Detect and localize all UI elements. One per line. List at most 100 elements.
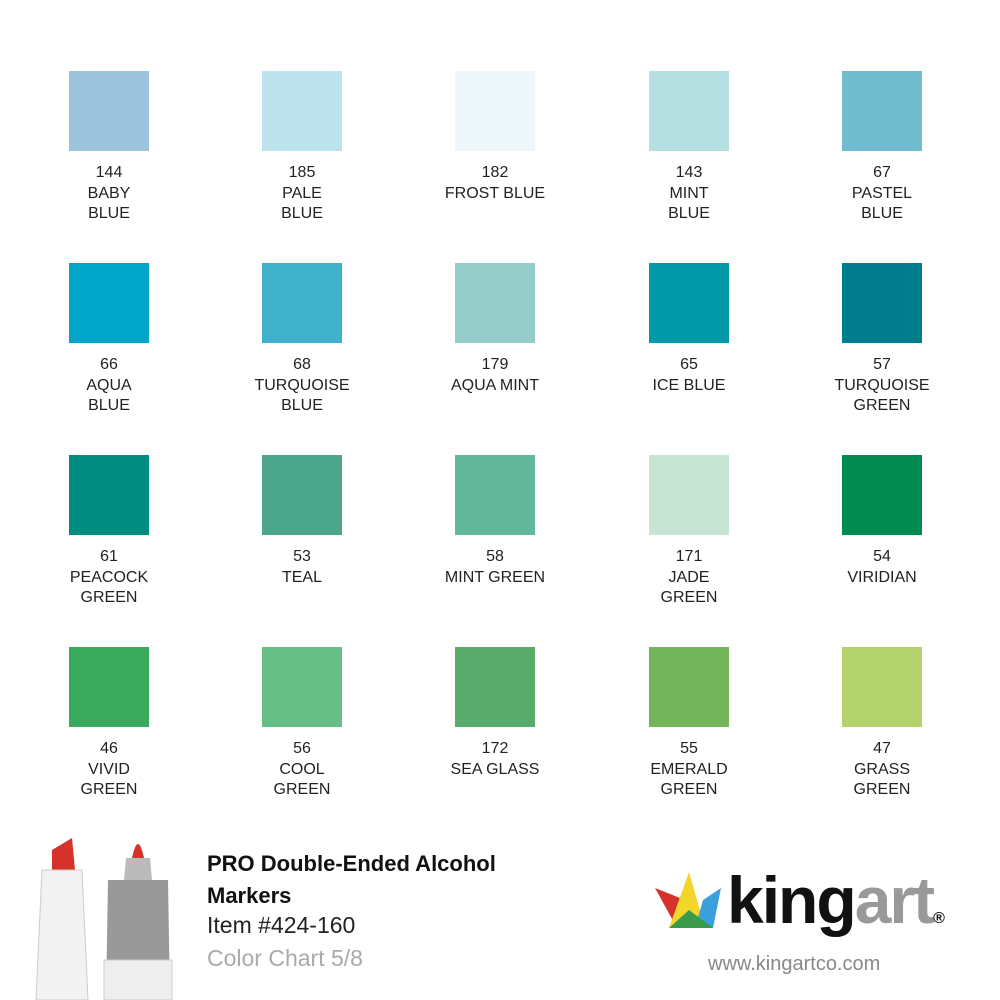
- color-name: VIRIDIAN: [847, 568, 917, 586]
- color-name: AQUA MINT: [450, 376, 539, 394]
- color-name: PALE: [282, 184, 322, 202]
- logo-art: art: [854, 863, 935, 937]
- swatch-label: 54 VIRIDIAN: [802, 547, 962, 588]
- color-code: 185: [288, 164, 316, 181]
- logo: kingart®: [727, 862, 945, 938]
- swatch-label: 143 MINT BLUE: [609, 163, 769, 225]
- color-name: JADE: [668, 568, 710, 586]
- color-swatch: [69, 263, 149, 343]
- color-name: GREEN: [273, 781, 331, 798]
- marker-illustration: [35, 838, 173, 1000]
- color-name: FROST BLUE: [444, 184, 546, 202]
- color-swatch: [649, 647, 729, 727]
- product-title: PRO Double-Ended Alcohol Markers: [207, 851, 496, 908]
- color-swatch: [649, 263, 729, 343]
- color-swatch: [69, 647, 149, 727]
- color-code: 66: [100, 356, 118, 373]
- color-swatch: [649, 71, 729, 151]
- item-number: Item #424-160: [207, 912, 356, 938]
- color-code: 68: [293, 356, 311, 373]
- color-code: 65: [680, 356, 698, 373]
- swatch-label: 179 AQUA MINT: [415, 355, 575, 396]
- logo-king: king: [727, 863, 857, 937]
- swatch-label: 67 PASTEL BLUE: [802, 163, 962, 225]
- color-swatch: [649, 455, 729, 535]
- color-name: MINT GREEN: [444, 568, 546, 586]
- swatch-label: 61 PEACOCK GREEN: [29, 547, 189, 609]
- color-swatch: [262, 263, 342, 343]
- color-swatch: [842, 263, 922, 343]
- color-name: GREEN: [660, 589, 718, 606]
- color-swatch: [262, 455, 342, 535]
- color-swatch: [455, 263, 535, 343]
- color-code: 67: [873, 164, 891, 181]
- swatch-label: 53 TEAL: [222, 547, 382, 588]
- color-swatch: [69, 455, 149, 535]
- color-name: GREEN: [80, 589, 138, 606]
- chart-page: Color Chart 5/8: [207, 945, 363, 971]
- website: www.kingartco.com: [708, 953, 881, 975]
- color-code: 182: [481, 164, 509, 181]
- color-code: 47: [873, 740, 891, 757]
- color-swatch: [842, 71, 922, 151]
- color-name: TURQUOISE: [254, 376, 350, 394]
- color-name: TEAL: [281, 568, 322, 586]
- color-name: BLUE: [861, 205, 903, 222]
- color-name: BLUE: [668, 205, 710, 222]
- color-code: 55: [680, 740, 698, 757]
- color-name: BLUE: [88, 397, 130, 414]
- color-name: GRASS: [853, 760, 910, 778]
- logo-icon: [655, 872, 721, 928]
- swatch-label: 46 VIVID GREEN: [29, 739, 189, 801]
- swatch-label: 66 AQUA BLUE: [29, 355, 189, 417]
- color-name: GREEN: [853, 397, 911, 414]
- color-name: ICE BLUE: [652, 376, 726, 394]
- color-code: 46: [100, 740, 118, 757]
- swatch-label: 58 MINT GREEN: [415, 547, 575, 588]
- color-name: BLUE: [88, 205, 130, 222]
- color-name: BLUE: [281, 397, 323, 414]
- logo-mark: ®: [933, 910, 945, 927]
- color-name: COOL: [279, 760, 325, 778]
- color-code: 58: [486, 548, 504, 565]
- color-name: BLUE: [281, 205, 323, 222]
- color-name: AQUA: [86, 376, 132, 394]
- color-swatch: [455, 71, 535, 151]
- color-swatch: [842, 647, 922, 727]
- color-code: 172: [481, 740, 509, 757]
- color-name: SEA GLASS: [450, 760, 540, 778]
- color-swatch: [842, 455, 922, 535]
- swatch-label: 144 BABY BLUE: [29, 163, 189, 225]
- color-name: GREEN: [853, 781, 911, 798]
- color-code: 61: [100, 548, 118, 565]
- swatch-label: 57 TURQUOISE GREEN: [802, 355, 962, 417]
- color-name: PEACOCK: [69, 568, 149, 586]
- color-name: BABY: [87, 184, 131, 202]
- swatch-label: 171 JADE GREEN: [609, 547, 769, 609]
- swatch-label: 182 FROST BLUE: [415, 163, 575, 204]
- color-code: 179: [481, 356, 509, 373]
- color-code: 144: [95, 164, 123, 181]
- swatch-label: 55 EMERALD GREEN: [609, 739, 769, 801]
- swatch-label: 65 ICE BLUE: [609, 355, 769, 396]
- color-swatch: [455, 455, 535, 535]
- color-code: 54: [873, 548, 891, 565]
- swatch-label: 68 TURQUOISE BLUE: [222, 355, 382, 417]
- swatch-label: 185 PALE BLUE: [222, 163, 382, 225]
- color-swatch: [455, 647, 535, 727]
- color-code: 53: [293, 548, 311, 565]
- color-code: 171: [675, 548, 703, 565]
- color-swatch: [262, 647, 342, 727]
- color-name: PASTEL: [851, 184, 913, 202]
- color-name: GREEN: [660, 781, 718, 798]
- color-name: VIVID: [88, 760, 130, 778]
- color-swatch: [69, 71, 149, 151]
- swatch-label: 56 COOL GREEN: [222, 739, 382, 801]
- color-code: 57: [873, 356, 891, 373]
- color-swatch: [262, 71, 342, 151]
- swatch-label: 47 GRASS GREEN: [802, 739, 962, 801]
- color-code: 56: [293, 740, 311, 757]
- color-code: 143: [675, 164, 703, 181]
- swatch-label: 172 SEA GLASS: [415, 739, 575, 780]
